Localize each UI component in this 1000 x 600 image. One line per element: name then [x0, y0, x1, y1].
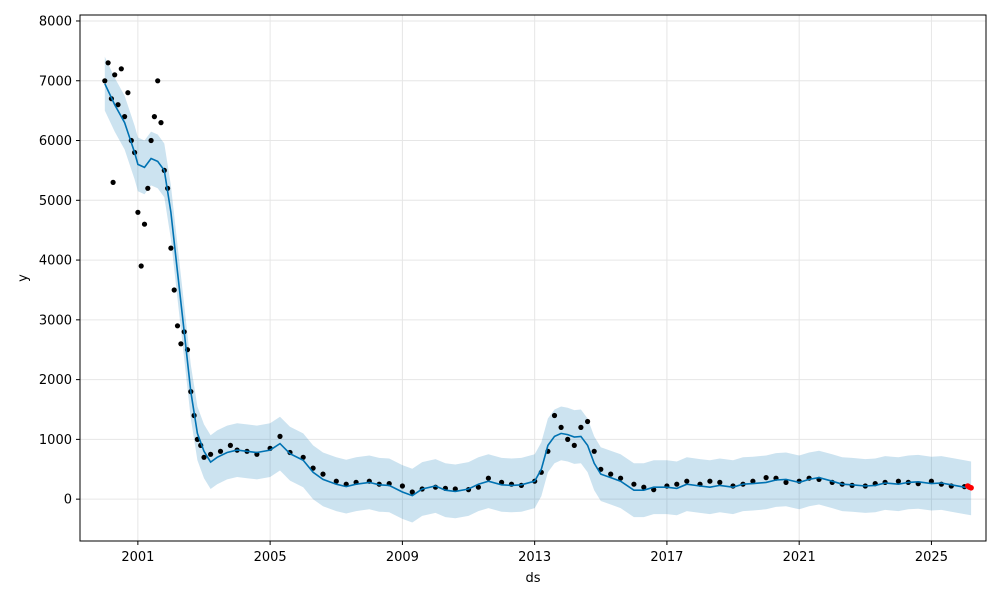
observed-point: [171, 287, 177, 293]
grid: [80, 15, 986, 541]
observed-point: [475, 484, 481, 490]
observed-point: [138, 263, 144, 269]
observed-point: [558, 424, 564, 430]
observed-point: [155, 78, 161, 84]
y-tick-label: 4000: [39, 254, 72, 269]
plot-background: [80, 15, 986, 541]
observed-point: [578, 424, 584, 430]
x-tick-label: 2005: [254, 550, 287, 565]
observed-point: [571, 442, 577, 448]
observed-point: [763, 475, 769, 481]
observed-point: [227, 442, 233, 448]
observed-point: [277, 433, 283, 439]
observed-point: [105, 60, 111, 66]
observed-point: [585, 418, 591, 425]
y-axis-label: y: [16, 274, 31, 282]
observed-point: [591, 448, 597, 454]
x-tick-label: 2025: [915, 550, 948, 565]
observed-point: [717, 479, 723, 485]
y-tick-label: 0: [64, 493, 72, 508]
observed-point: [208, 451, 214, 457]
observed-point: [618, 475, 624, 481]
y-tick-label: 6000: [39, 134, 72, 149]
observed-point: [141, 221, 148, 227]
future-point: [968, 485, 974, 491]
y-tick-label: 5000: [39, 194, 72, 209]
observed-point: [118, 66, 124, 72]
x-tick-label: 2013: [518, 550, 551, 565]
observed-point: [783, 479, 789, 485]
observed-point: [928, 478, 935, 484]
y-tick-label: 2000: [39, 373, 72, 388]
observed-point: [608, 471, 614, 477]
observed-point: [112, 72, 118, 78]
forecast-series: [104, 83, 972, 497]
uncertainty-area: [104, 56, 972, 523]
observed-point: [151, 114, 157, 120]
observed-point: [110, 179, 116, 185]
observed-point: [217, 448, 224, 454]
future-series: [965, 483, 974, 491]
observed-point: [452, 486, 458, 492]
x-tick-label: 2021: [783, 550, 816, 565]
observed-point: [135, 209, 141, 215]
observed-point: [122, 114, 128, 120]
forecast-line: [104, 83, 972, 497]
observed-point: [168, 245, 174, 251]
plot-frame: [79, 14, 987, 542]
observed-point: [320, 471, 326, 477]
observed-point: [674, 481, 680, 487]
uncertainty-band: [104, 56, 972, 523]
observed-point: [707, 478, 713, 484]
observed-point: [631, 481, 637, 487]
observed-point: [174, 323, 181, 329]
x-tick-label: 2001: [121, 550, 154, 565]
y-tick-label: 1000: [39, 433, 72, 448]
observed-point: [565, 436, 571, 442]
observed-point: [201, 454, 207, 460]
observed-point: [125, 90, 131, 96]
x-axis-label: ds: [525, 571, 540, 586]
y-tick-label: 3000: [39, 313, 72, 328]
y-tick-label: 8000: [39, 14, 72, 29]
observed-point: [485, 475, 491, 481]
observed-point: [300, 454, 306, 460]
observed-point: [641, 484, 647, 490]
observed-point: [399, 483, 405, 489]
y-tick-label: 7000: [39, 74, 72, 89]
x-tick-label: 2009: [386, 550, 419, 565]
observed-point: [158, 120, 164, 126]
observed-point: [750, 478, 756, 484]
observed-point: [115, 102, 121, 108]
observed-point: [102, 78, 108, 84]
observed-point: [145, 185, 151, 191]
observed-point: [551, 412, 558, 419]
observed-point: [178, 341, 184, 347]
y-axis: 0 1000 2000 3000 4000 5000 6000 7000 8000: [39, 14, 80, 508]
observed-point: [333, 478, 339, 484]
observed-point: [684, 478, 690, 484]
observed-point: [310, 465, 316, 471]
observed-point: [409, 489, 415, 495]
x-axis: 2001 2005 2009 2013 2017 2021 2025: [121, 541, 948, 565]
x-tick-label: 2017: [650, 550, 683, 565]
observed-point: [148, 137, 154, 144]
observed-point: [895, 478, 902, 484]
